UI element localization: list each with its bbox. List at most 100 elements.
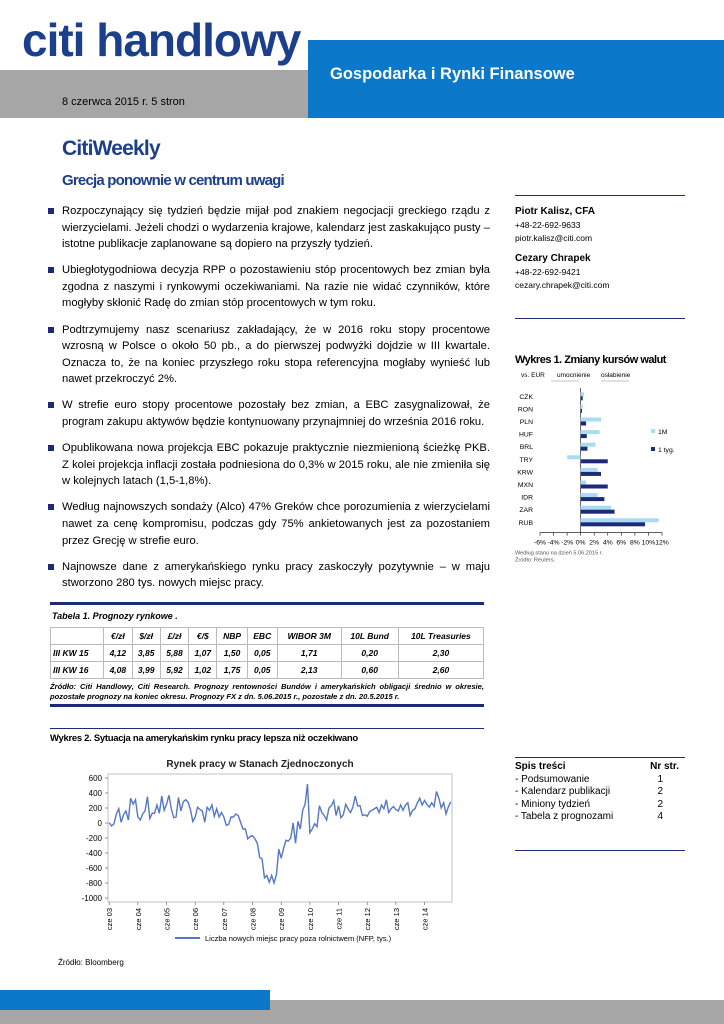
bullet: Ubiegłotygodniowa decyzja RPP o pozostaw… [48, 262, 490, 312]
y-tick-label: IDR [521, 495, 533, 502]
bar [580, 480, 587, 485]
y-tick-label: 200 [89, 804, 103, 813]
bar [580, 505, 612, 510]
table-header-cell: £/zł [159, 627, 190, 645]
bar [580, 392, 585, 397]
x-tick-label: 6% [616, 540, 626, 547]
y-tick-label: CZK [519, 394, 533, 401]
table-cell: 0,60 [340, 661, 399, 679]
footer-accent [0, 990, 270, 1010]
bar [580, 497, 605, 502]
author-phone: +48-22-692-9421 [515, 267, 581, 277]
x-tick-label: cze 14 [421, 908, 430, 930]
x-tick-label: 2% [589, 540, 599, 547]
x-tick-label: cze 06 [191, 908, 200, 930]
logo: citi handlowy [22, 14, 301, 66]
annotation: osłabienie [601, 372, 631, 379]
toc-label: - Kalendarz publikacji [515, 786, 611, 797]
figure2: Wykres 2. Sytuacja na amerykańskim rynku… [50, 728, 484, 744]
table-header-cell: $/zł [131, 627, 161, 645]
author-phone: +48-22-692-9633 [515, 220, 581, 230]
y-tick-label: -800 [86, 879, 103, 888]
table-header-cell [49, 627, 105, 645]
bullet: Według najnowszych sondaży (Alco) 47% Gr… [48, 499, 490, 549]
y-tick-label: 0 [98, 819, 103, 828]
x-tick-label: 10% [642, 540, 656, 547]
y-tick-label: RON [518, 406, 533, 413]
table-cell: 1,07 [188, 644, 218, 662]
x-tick-label: 0% [576, 540, 586, 547]
table-header-cell: 10L Bund [340, 627, 399, 645]
table-caption: Tabela 1. Prognozy rynkowe . [52, 611, 178, 621]
table: €/zł $/zł £/zł €/$ NBP EBC WIBOR 3M 10L Bund 10L… [49, 627, 485, 679]
y-tick-label: BRL [520, 444, 533, 451]
y-tick-label: ZAR [519, 507, 533, 514]
y-tick-label: -1000 [82, 894, 103, 903]
table-cell: 4,12 [103, 644, 133, 662]
bar [580, 442, 596, 447]
annotation: vs. EUR [521, 372, 545, 379]
x-tick-label: -4% [548, 540, 560, 547]
bullet: Podtrzymujemy nasz scenariusz zakładając… [48, 322, 490, 388]
bar [580, 471, 601, 476]
bar [580, 493, 598, 498]
bullet: W strefie euro stopy procentowe pozostał… [48, 397, 490, 430]
doc-title: CitiWeekly [62, 137, 161, 160]
y-tick-label: -200 [86, 834, 103, 843]
x-tick-label: cze 04 [134, 908, 143, 930]
bar [580, 518, 659, 523]
y-tick-label: TRY [520, 457, 534, 464]
bar [580, 434, 587, 439]
table-header-cell: WIBOR 3M [276, 627, 342, 645]
bullet-list: Rozpoczynający się tydzień będzie mijał … [48, 203, 490, 592]
x-tick-label: cze 09 [277, 908, 286, 930]
divider [515, 318, 685, 319]
table-header-cell: €/zł [103, 627, 133, 645]
bar [580, 421, 587, 426]
toc-label: - Podsumowanie [515, 773, 590, 785]
table-cell: 2,60 [397, 661, 485, 679]
toc-label: - Miniony tydzień [515, 798, 591, 810]
banner: Gospodarka i Rynki Finansowe [308, 40, 724, 118]
table-cell: 5,92 [159, 661, 190, 679]
x-tick-label: cze 13 [392, 908, 401, 930]
table-cell: 5,88 [159, 644, 190, 662]
legend-swatch [651, 429, 655, 433]
toc-page: 2 [657, 786, 663, 797]
legend-swatch [651, 447, 655, 451]
table-header: €/zł $/zł £/zł €/$ NBP EBC WIBOR 3M 10L Bund 10L… [49, 627, 485, 645]
x-tick-label: 4% [603, 540, 613, 547]
bar [580, 417, 601, 422]
bar [580, 446, 588, 451]
author-email: cezary.chrapek@citi.com [515, 280, 610, 290]
y-tick-label: PLN [520, 419, 533, 426]
divider [515, 850, 685, 851]
table-cell: 2,13 [276, 661, 342, 679]
table-cell: III KW 15 [49, 644, 105, 662]
bullet: Najnowsze dane z amerykańskiego rynku pr… [48, 559, 490, 592]
y-tick-label: 600 [89, 774, 103, 783]
toc-page: 4 [657, 811, 663, 822]
chart-note: Według stanu na dzień 5.06.2015 r. [515, 551, 603, 557]
table-cell: 1,75 [216, 661, 248, 679]
plot-frame [107, 773, 453, 903]
x-tick-label: cze 07 [220, 908, 229, 930]
bar [580, 408, 583, 413]
toc-item: - Kalendarz publikacji 2 [515, 786, 663, 799]
x-tick-label: cze 03 [105, 908, 114, 930]
line [108, 783, 452, 886]
legend-label: 1M [658, 429, 668, 436]
table-cell: 1,02 [188, 661, 218, 679]
x-tick-label: cze 12 [363, 908, 372, 930]
y-tick-label: HUF [519, 432, 533, 439]
toc-header: Spis treści Nr str. [515, 761, 679, 774]
x-tick-label: cze 10 [306, 908, 315, 930]
figure2-source: Źródło: Bloomberg [58, 958, 124, 967]
y-tick-label: -400 [86, 849, 103, 858]
table-cell: 0,05 [246, 644, 278, 662]
bar [580, 459, 608, 464]
annotation: umocnienie [557, 372, 591, 379]
table-cell: 0,20 [340, 644, 399, 662]
table-row: III KW 15 4,12 3,85 5,88 1,07 1,50 0,05 1,71 0,2… [49, 644, 485, 662]
chart1-title: Wykres 1. Zmiany kursów walut [515, 354, 666, 366]
